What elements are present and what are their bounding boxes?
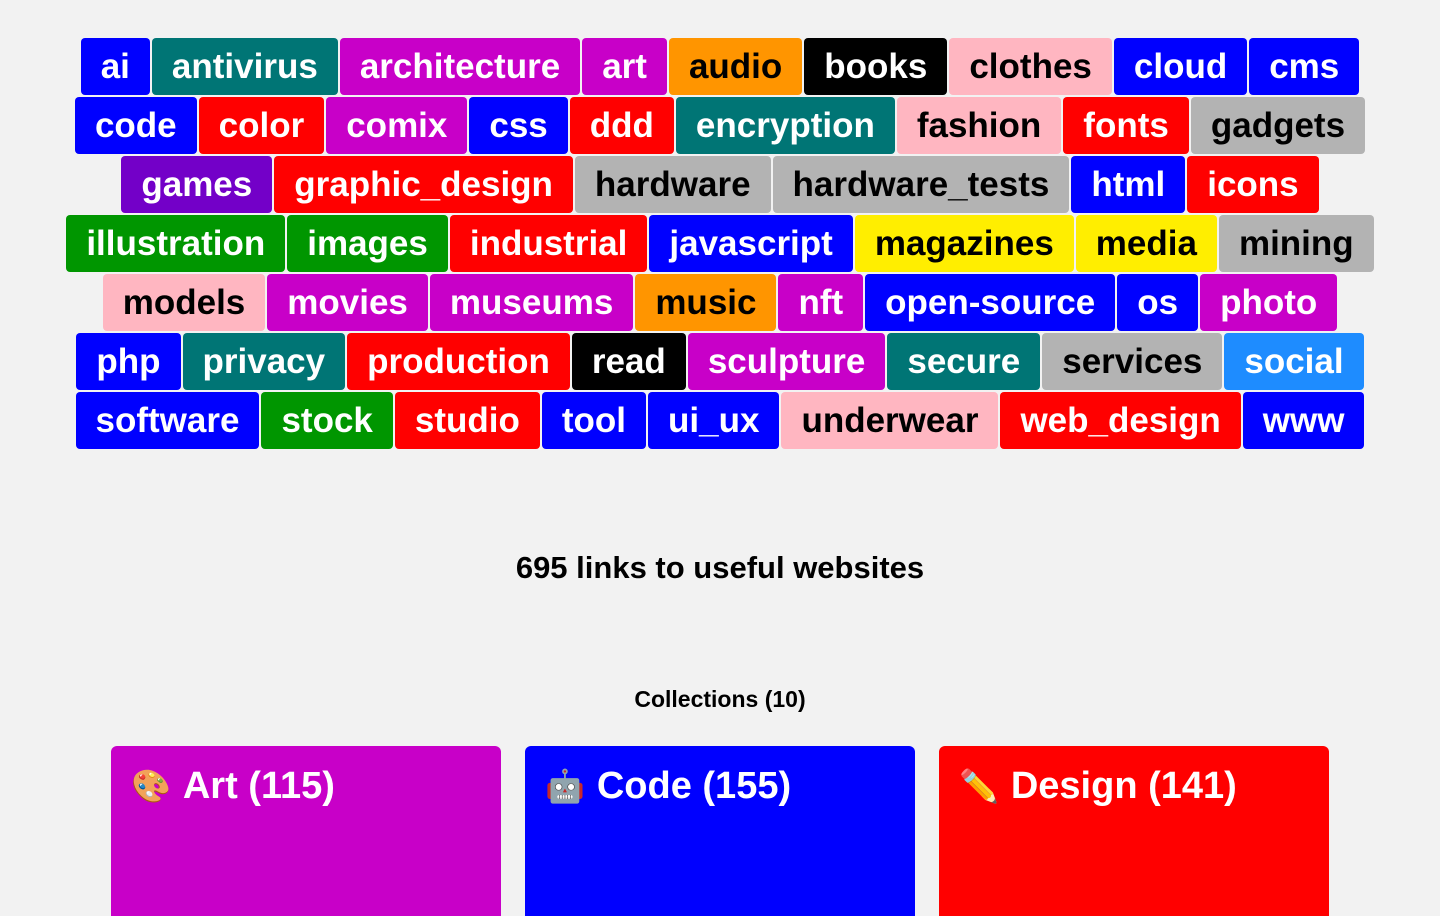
tag-fonts[interactable]: fonts [1063, 97, 1189, 154]
tag-ddd[interactable]: ddd [569, 97, 674, 154]
tag-illustration[interactable]: illustration [66, 215, 286, 272]
tag-os[interactable]: os [1117, 274, 1199, 331]
collection-label: Code (155) [596, 765, 792, 807]
tag-fashion[interactable]: fashion [896, 97, 1062, 154]
tag-gadgets[interactable]: gadgets [1190, 97, 1366, 154]
collection-label: Art (115) [182, 765, 335, 807]
tag-html[interactable]: html [1071, 156, 1186, 213]
tag-social[interactable]: social [1224, 333, 1364, 390]
collections-grid: 🎨 Art (115) 🤖 Code (155) ✏️ Design (141) [111, 746, 1329, 916]
tag-cms[interactable]: cms [1249, 38, 1360, 95]
tag-row: models movies museums music nft open-source os… [0, 274, 1440, 331]
tag-mining[interactable]: mining [1218, 215, 1374, 272]
tag-read[interactable]: read [571, 333, 686, 390]
tag-row: code color comix css ddd encryption fashion fon… [0, 97, 1440, 154]
tag-cloud: ai antivirus architecture art audio books clot… [0, 38, 1440, 451]
tag-sculpture[interactable]: sculpture [687, 333, 886, 390]
tag-row: php privacy production read sculpture secure s… [0, 333, 1440, 390]
tag-services[interactable]: services [1042, 333, 1223, 390]
tag-movies[interactable]: movies [267, 274, 428, 331]
tag-magazines[interactable]: magazines [854, 215, 1074, 272]
tag-hardware[interactable]: hardware [574, 156, 771, 213]
tag-code[interactable]: code [74, 97, 197, 154]
tag-tool[interactable]: tool [541, 392, 647, 449]
tag-www[interactable]: www [1242, 392, 1365, 449]
tag-php[interactable]: php [76, 333, 181, 390]
robot-icon: 🤖 [545, 768, 585, 804]
tag-models[interactable]: models [102, 274, 266, 331]
tag-icons[interactable]: icons [1187, 156, 1319, 213]
tag-photo[interactable]: photo [1200, 274, 1338, 331]
tag-ai[interactable]: ai [80, 38, 150, 95]
tag-books[interactable]: books [804, 38, 948, 95]
collection-card-art[interactable]: 🎨 Art (115) [111, 746, 501, 916]
page-headline: 695 links to useful websites [515, 550, 925, 585]
tag-row: software stock studio tool ui_ux underwear web… [0, 392, 1440, 449]
collections-heading: Collections (10) [634, 686, 806, 712]
tag-web-design[interactable]: web_design [1000, 392, 1241, 449]
tag-color[interactable]: color [198, 97, 325, 154]
tag-antivirus[interactable]: antivirus [151, 38, 338, 95]
tag-hardware-tests[interactable]: hardware_tests [772, 156, 1070, 213]
tag-museums[interactable]: museums [429, 274, 634, 331]
collection-card-code[interactable]: 🤖 Code (155) [525, 746, 915, 916]
tag-cloud[interactable]: cloud [1113, 38, 1248, 95]
tag-studio[interactable]: studio [394, 392, 540, 449]
tag-secure[interactable]: secure [887, 333, 1041, 390]
tag-open-source[interactable]: open-source [865, 274, 1116, 331]
tag-images[interactable]: images [287, 215, 448, 272]
tag-nft[interactable]: nft [778, 274, 864, 331]
collection-label: Design (141) [1010, 765, 1237, 807]
tag-graphic-design[interactable]: graphic_design [274, 156, 573, 213]
tag-css[interactable]: css [469, 97, 568, 154]
tag-production[interactable]: production [347, 333, 570, 390]
tag-architecture[interactable]: architecture [339, 38, 581, 95]
tag-privacy[interactable]: privacy [182, 333, 346, 390]
tag-row: ai antivirus architecture art audio books clot… [0, 38, 1440, 95]
tag-software[interactable]: software [75, 392, 260, 449]
tag-comix[interactable]: comix [326, 97, 468, 154]
tag-clothes[interactable]: clothes [949, 38, 1112, 95]
tag-stock[interactable]: stock [261, 392, 393, 449]
tag-row: games graphic_design hardware hardware_test… [0, 156, 1440, 213]
tag-javascript[interactable]: javascript [649, 215, 853, 272]
tag-industrial[interactable]: industrial [449, 215, 648, 272]
tag-ui-ux[interactable]: ui_ux [648, 392, 780, 449]
pencil-icon: ✏️ [959, 768, 999, 804]
tag-music[interactable]: music [635, 274, 777, 331]
tag-media[interactable]: media [1075, 215, 1217, 272]
tag-art[interactable]: art [582, 38, 667, 95]
palette-icon: 🎨 [131, 768, 171, 804]
tag-encryption[interactable]: encryption [675, 97, 895, 154]
tag-audio[interactable]: audio [668, 38, 803, 95]
tag-underwear[interactable]: underwear [781, 392, 999, 449]
collection-card-design[interactable]: ✏️ Design (141) [939, 746, 1329, 916]
tag-row: illustration images industrial javascript ma… [0, 215, 1440, 272]
tag-games[interactable]: games [121, 156, 273, 213]
